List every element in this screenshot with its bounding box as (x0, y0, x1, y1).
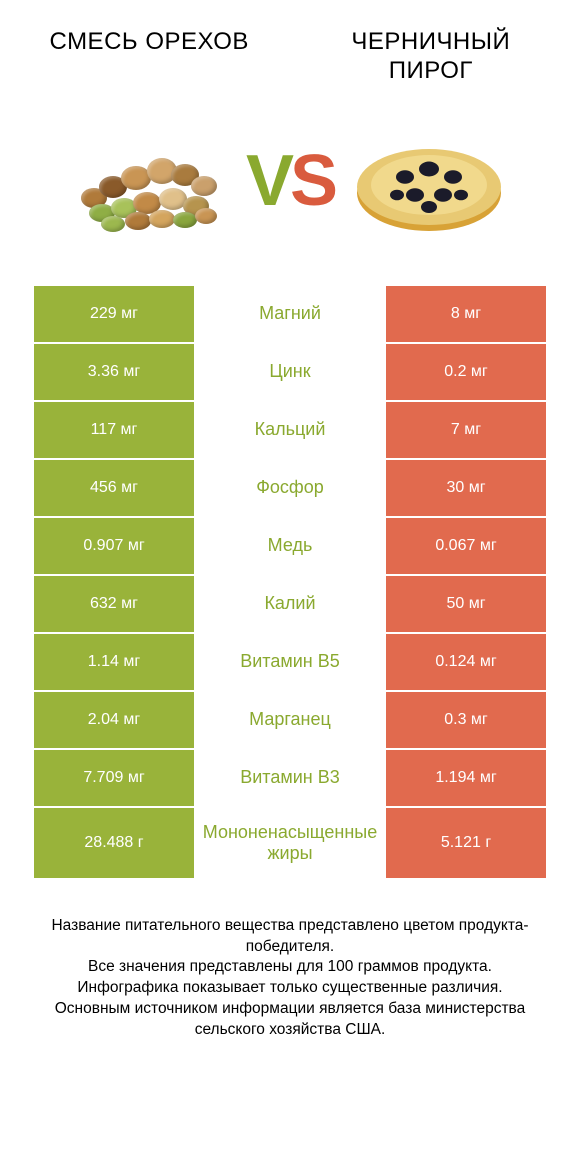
value-left: 632 мг (34, 576, 194, 632)
nutrient-label: Магний (194, 286, 386, 342)
value-left: 1.14 мг (34, 634, 194, 690)
value-left: 7.709 мг (34, 750, 194, 806)
value-right: 8 мг (386, 286, 546, 342)
value-right: 30 мг (386, 460, 546, 516)
nutrient-label: Марганец (194, 692, 386, 748)
value-right: 0.067 мг (386, 518, 546, 574)
footer-line-4: Основным источником информации является … (26, 999, 554, 1041)
table-row: 28.488 гМононенасыщенные жиры5.121 г (34, 808, 546, 878)
value-right: 50 мг (386, 576, 546, 632)
titles-row: СМЕСЬ ОРЕХОВ ЧЕРНИЧНЫЙ ПИРОГ (0, 0, 580, 96)
value-left: 3.36 мг (34, 344, 194, 400)
table-row: 2.04 мгМарганец0.3 мг (34, 692, 546, 748)
footer-line-3: Инфографика показывает только существенн… (26, 978, 554, 999)
nutrient-label: Цинк (194, 344, 386, 400)
table-row: 117 мгКальций7 мг (34, 402, 546, 458)
nutrient-label: Витамин B3 (194, 750, 386, 806)
value-left: 28.488 г (34, 808, 194, 878)
nuts-image (66, 116, 236, 246)
nutrient-label: Фосфор (194, 460, 386, 516)
pie-image (344, 116, 514, 246)
table-row: 456 мгФосфор30 мг (34, 460, 546, 516)
value-right: 1.194 мг (386, 750, 546, 806)
value-right: 0.124 мг (386, 634, 546, 690)
vs-label: VS (246, 140, 334, 222)
footer-line-1: Название питательного вещества представл… (26, 916, 554, 958)
value-left: 0.907 мг (34, 518, 194, 574)
title-left: СМЕСЬ ОРЕХОВ (34, 28, 264, 86)
value-right: 5.121 г (386, 808, 546, 878)
value-left: 2.04 мг (34, 692, 194, 748)
infographic: СМЕСЬ ОРЕХОВ ЧЕРНИЧНЫЙ ПИРОГ VS 229 мгМа… (0, 0, 580, 1174)
footer-line-2: Все значения представлены для 100 граммо… (26, 957, 554, 978)
value-right: 0.3 мг (386, 692, 546, 748)
table-row: 3.36 мгЦинк0.2 мг (34, 344, 546, 400)
table-row: 632 мгКалий50 мг (34, 576, 546, 632)
nutrient-label: Мононенасыщенные жиры (194, 808, 386, 878)
nutrient-label: Калий (194, 576, 386, 632)
table-row: 1.14 мгВитамин B50.124 мг (34, 634, 546, 690)
table-row: 0.907 мгМедь0.067 мг (34, 518, 546, 574)
value-left: 117 мг (34, 402, 194, 458)
footer-text: Название питательного вещества представл… (0, 880, 580, 1042)
comparison-table: 229 мгМагний8 мг3.36 мгЦинк0.2 мг117 мгК… (0, 286, 580, 880)
table-row: 7.709 мгВитамин B31.194 мг (34, 750, 546, 806)
table-row: 229 мгМагний8 мг (34, 286, 546, 342)
vs-s: S (290, 140, 334, 222)
vs-v: V (246, 140, 290, 222)
value-left: 229 мг (34, 286, 194, 342)
nutrient-label: Кальций (194, 402, 386, 458)
value-left: 456 мг (34, 460, 194, 516)
value-right: 0.2 мг (386, 344, 546, 400)
nutrient-label: Медь (194, 518, 386, 574)
title-right: ЧЕРНИЧНЫЙ ПИРОГ (316, 28, 546, 86)
value-right: 7 мг (386, 402, 546, 458)
image-row: VS (0, 96, 580, 286)
nutrient-label: Витамин B5 (194, 634, 386, 690)
